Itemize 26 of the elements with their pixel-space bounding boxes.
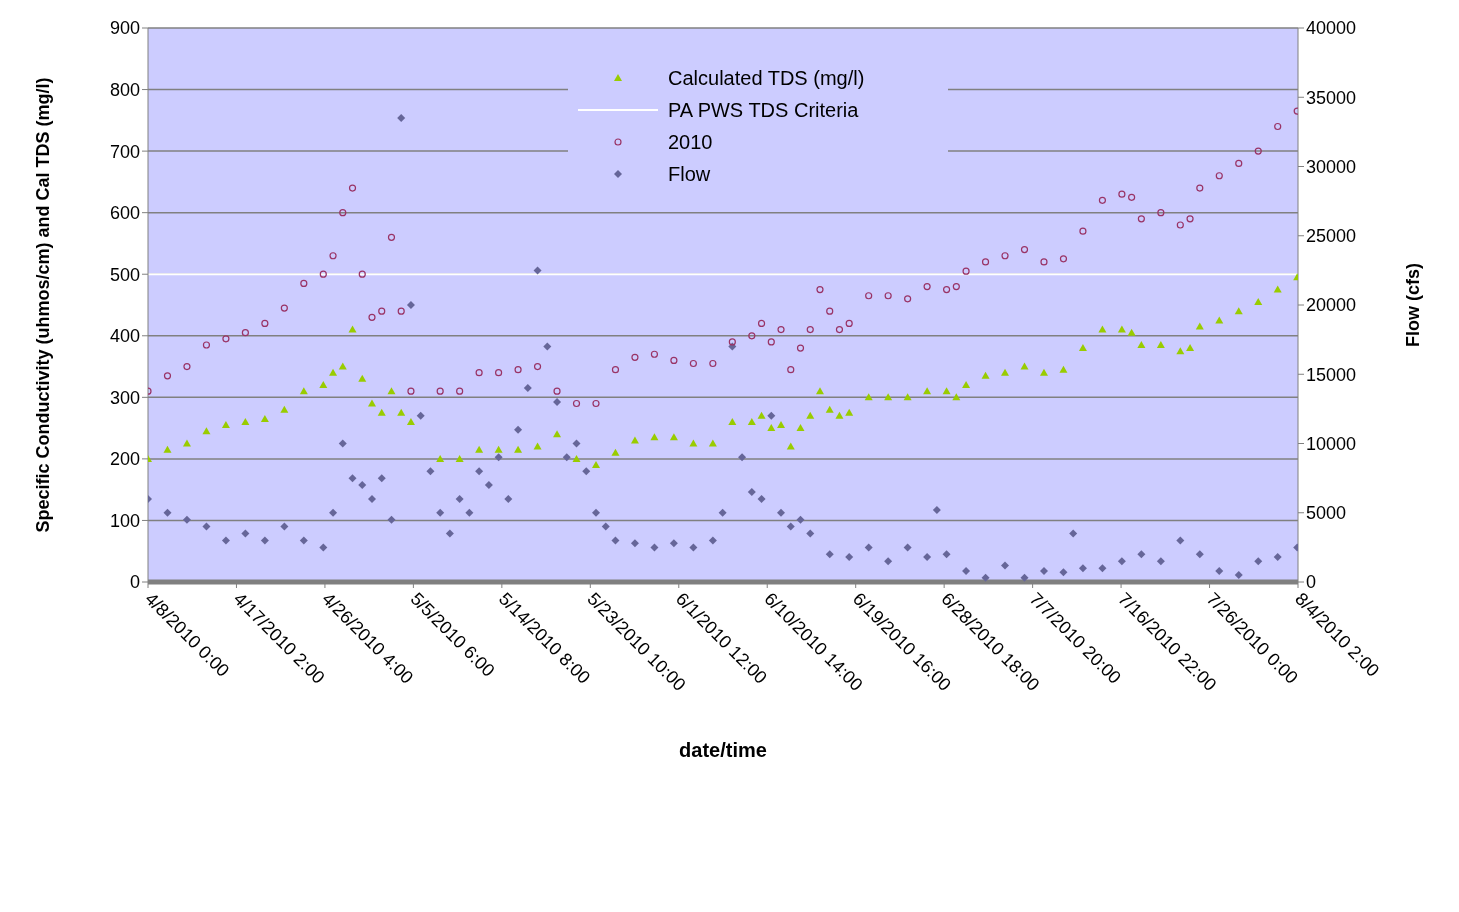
y-tick-label: 200 bbox=[109, 449, 140, 470]
y2-tick-label: 30000 bbox=[1306, 156, 1357, 177]
y-tick-label: 300 bbox=[109, 387, 140, 408]
y2-tick-label: 25000 bbox=[1306, 226, 1357, 247]
legend-label: PA PWS TDS Criteria bbox=[668, 98, 859, 122]
y-axis-title: Specific Conductivity (uhmos/cm) and Cal TDS (mg/l) bbox=[33, 77, 54, 533]
x-axis-title: date/time bbox=[679, 739, 767, 761]
y2-tick-label: 5000 bbox=[1306, 503, 1347, 524]
y-tick-label: 700 bbox=[109, 141, 140, 162]
y2-tick-label: 35000 bbox=[1306, 87, 1357, 108]
legend-label: Flow bbox=[668, 162, 711, 186]
y2-axis-title: Flow (cfs) bbox=[1403, 263, 1424, 347]
y2-tick-label: 40000 bbox=[1306, 18, 1357, 39]
y2-tick-label: 15000 bbox=[1306, 364, 1357, 385]
y2-tick-label: 10000 bbox=[1306, 433, 1357, 454]
y2-tick-label: 0 bbox=[1306, 572, 1317, 593]
legend-label: 2010 bbox=[668, 130, 713, 154]
y-tick-label: 400 bbox=[109, 326, 140, 347]
y-tick-label: 800 bbox=[109, 79, 140, 100]
y-tick-label: 500 bbox=[109, 264, 140, 285]
y-tick-label: 600 bbox=[109, 203, 140, 224]
legend-label: Calculated TDS (mg/l) bbox=[668, 66, 865, 90]
y-tick-label: 100 bbox=[109, 510, 140, 531]
y2-tick-label: 20000 bbox=[1306, 295, 1357, 316]
y-tick-label: 900 bbox=[109, 18, 140, 39]
y-tick-label: 0 bbox=[129, 572, 140, 593]
